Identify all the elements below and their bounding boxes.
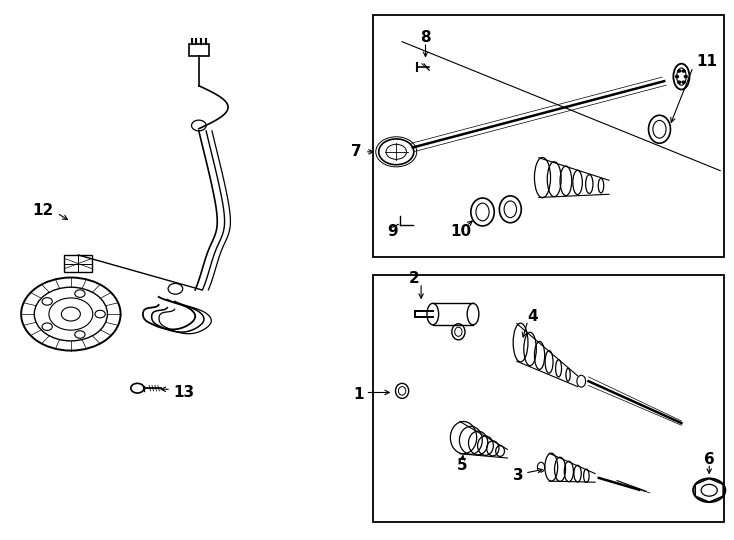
Text: 11: 11: [696, 54, 717, 69]
Text: 13: 13: [173, 385, 195, 400]
Bar: [189, 44, 209, 56]
Circle shape: [677, 81, 680, 83]
Circle shape: [682, 81, 685, 83]
Circle shape: [684, 76, 687, 78]
Circle shape: [682, 70, 685, 72]
Circle shape: [675, 76, 678, 78]
Bar: [373, 15, 724, 256]
Text: 6: 6: [704, 451, 715, 467]
Text: 3: 3: [513, 468, 524, 483]
Bar: [65, 255, 92, 272]
Bar: [373, 275, 724, 523]
Text: 9: 9: [388, 224, 398, 239]
Circle shape: [677, 70, 680, 72]
Text: 1: 1: [353, 387, 363, 402]
Text: 2: 2: [409, 271, 420, 286]
Text: 5: 5: [457, 458, 468, 473]
Text: 10: 10: [451, 224, 471, 239]
Text: 8: 8: [420, 30, 431, 45]
Text: 4: 4: [527, 309, 537, 323]
Text: 7: 7: [351, 144, 361, 159]
Text: 12: 12: [33, 204, 54, 218]
